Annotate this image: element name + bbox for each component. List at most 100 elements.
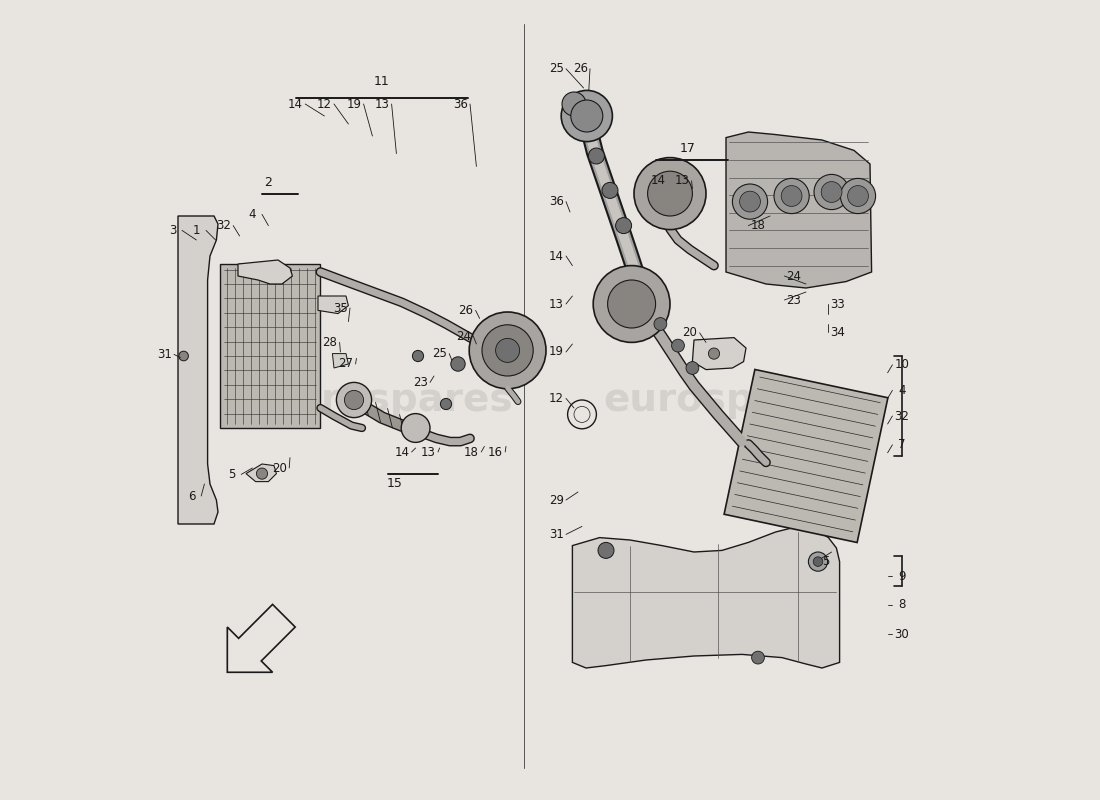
Circle shape — [562, 92, 586, 116]
Text: 1: 1 — [192, 224, 200, 237]
Text: 23: 23 — [412, 376, 428, 389]
Circle shape — [808, 552, 827, 571]
Text: 10: 10 — [894, 358, 910, 371]
Text: 19: 19 — [549, 346, 564, 358]
Text: 14: 14 — [395, 446, 409, 458]
Text: 18: 18 — [464, 446, 478, 458]
Circle shape — [256, 468, 267, 479]
Text: 14: 14 — [549, 250, 564, 262]
Text: 26: 26 — [459, 304, 473, 317]
Polygon shape — [726, 132, 871, 288]
Circle shape — [598, 542, 614, 558]
Text: 33: 33 — [830, 298, 846, 310]
Text: 13: 13 — [549, 298, 564, 310]
Text: 4: 4 — [899, 384, 905, 397]
Text: 13: 13 — [674, 174, 690, 187]
Circle shape — [402, 414, 430, 442]
Circle shape — [634, 158, 706, 230]
Circle shape — [654, 318, 667, 330]
Bar — [220, 264, 320, 428]
Circle shape — [686, 362, 698, 374]
Text: eurospares: eurospares — [603, 381, 849, 419]
Text: 36: 36 — [453, 98, 468, 110]
Text: 29: 29 — [549, 494, 564, 506]
Text: 25: 25 — [549, 62, 564, 75]
Text: 7: 7 — [899, 438, 905, 451]
Text: 31: 31 — [157, 348, 172, 361]
Text: 17: 17 — [680, 142, 695, 154]
Circle shape — [496, 338, 519, 362]
Text: 25: 25 — [432, 347, 447, 360]
Text: 14: 14 — [288, 98, 304, 110]
Text: 36: 36 — [549, 195, 564, 208]
Text: 18: 18 — [750, 219, 766, 232]
Circle shape — [412, 350, 424, 362]
Circle shape — [751, 651, 764, 664]
Text: 20: 20 — [683, 326, 697, 339]
Text: 27: 27 — [339, 358, 353, 370]
Text: 34: 34 — [830, 326, 846, 338]
Text: 2: 2 — [264, 176, 273, 189]
Circle shape — [470, 312, 546, 389]
Text: eurospares: eurospares — [267, 381, 513, 419]
Circle shape — [482, 325, 534, 376]
Circle shape — [848, 186, 868, 206]
Text: 3: 3 — [168, 224, 176, 237]
Text: 24: 24 — [786, 270, 802, 282]
Polygon shape — [246, 464, 276, 482]
Circle shape — [607, 280, 656, 328]
Circle shape — [337, 382, 372, 418]
Text: 26: 26 — [573, 62, 587, 75]
Circle shape — [344, 390, 364, 410]
Text: 12: 12 — [317, 98, 332, 110]
Circle shape — [571, 100, 603, 132]
Circle shape — [440, 398, 452, 410]
Polygon shape — [332, 354, 349, 368]
Text: 13: 13 — [375, 98, 389, 110]
Circle shape — [602, 182, 618, 198]
Text: 32: 32 — [217, 219, 231, 232]
Polygon shape — [178, 216, 218, 524]
Circle shape — [814, 174, 849, 210]
Circle shape — [648, 171, 692, 216]
Circle shape — [708, 348, 719, 359]
Polygon shape — [724, 370, 888, 542]
Text: 12: 12 — [549, 392, 564, 405]
Text: 32: 32 — [894, 410, 910, 422]
Text: 9: 9 — [899, 570, 905, 582]
Text: 5: 5 — [823, 555, 829, 568]
Text: 15: 15 — [387, 477, 403, 490]
Polygon shape — [318, 296, 349, 314]
Text: 8: 8 — [899, 598, 905, 611]
Text: 23: 23 — [786, 294, 802, 306]
Text: 14: 14 — [650, 174, 666, 187]
Text: 35: 35 — [333, 302, 348, 314]
Text: 4: 4 — [249, 208, 256, 221]
Circle shape — [588, 148, 604, 164]
Circle shape — [672, 339, 684, 352]
Circle shape — [616, 218, 631, 234]
Circle shape — [813, 557, 823, 566]
Circle shape — [451, 357, 465, 371]
Circle shape — [593, 266, 670, 342]
Text: 11: 11 — [374, 75, 389, 88]
Text: 19: 19 — [346, 98, 362, 110]
Text: 28: 28 — [322, 336, 338, 349]
Polygon shape — [238, 260, 293, 284]
Circle shape — [739, 191, 760, 212]
Circle shape — [840, 178, 876, 214]
Text: 31: 31 — [549, 528, 564, 541]
Circle shape — [179, 351, 188, 361]
Circle shape — [822, 182, 842, 202]
Text: 16: 16 — [488, 446, 503, 458]
Circle shape — [781, 186, 802, 206]
Polygon shape — [692, 338, 746, 370]
Circle shape — [733, 184, 768, 219]
Polygon shape — [228, 605, 295, 672]
Text: 6: 6 — [188, 490, 196, 502]
Circle shape — [774, 178, 810, 214]
Text: 20: 20 — [272, 462, 287, 474]
Text: 30: 30 — [894, 628, 910, 641]
Text: 24: 24 — [456, 330, 471, 342]
Circle shape — [561, 90, 613, 142]
